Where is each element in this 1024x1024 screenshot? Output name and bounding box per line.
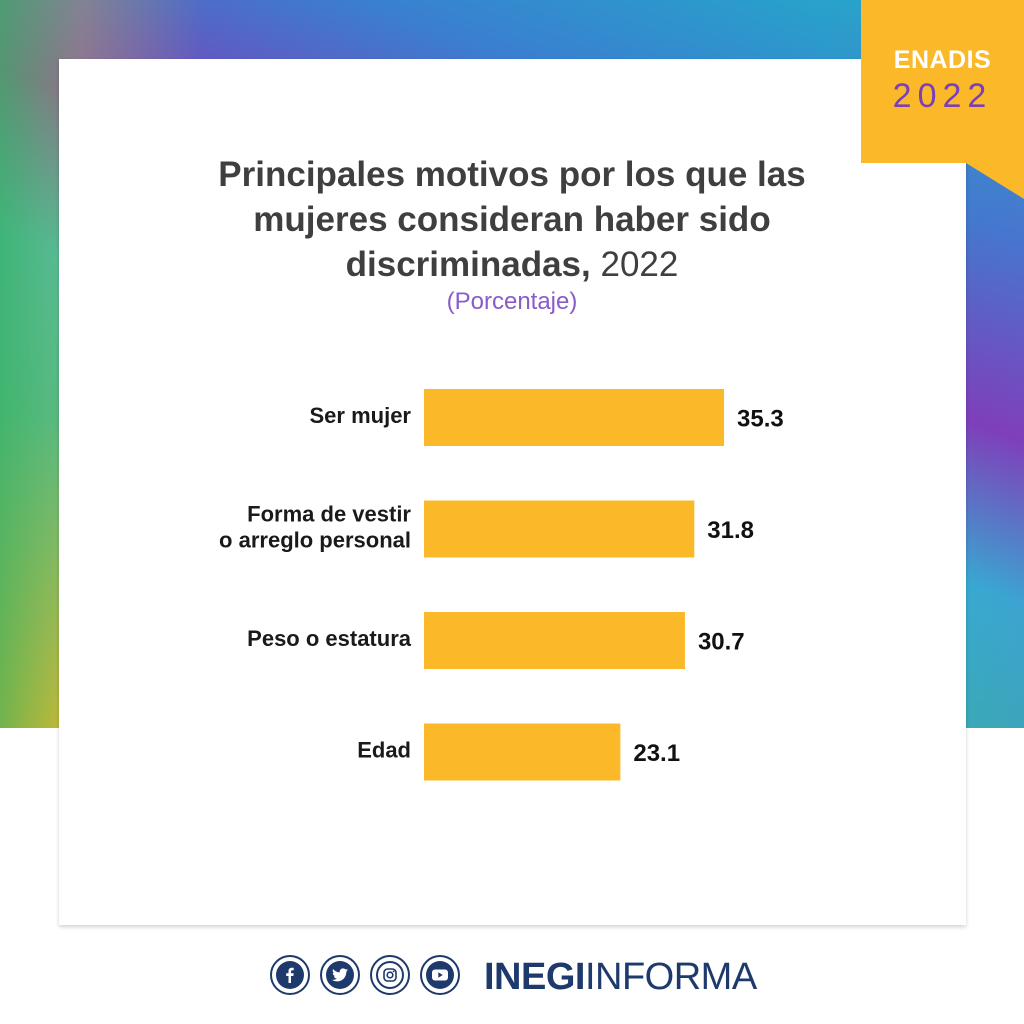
bar-3 — [424, 723, 621, 781]
category-label-0: Ser mujer — [310, 403, 412, 428]
facebook-icon[interactable] — [270, 955, 310, 995]
badge-year: 2022 — [892, 77, 993, 115]
twitter-icon[interactable] — [320, 955, 360, 995]
category-label-2: Peso o estatura — [247, 626, 412, 651]
category-label-3: Edad — [357, 738, 411, 763]
instagram-icon[interactable] — [370, 955, 410, 995]
brand-bold: INEGI — [484, 956, 585, 998]
value-label-2: 30.7 — [698, 629, 745, 656]
chart-title-year: 2022 — [600, 245, 679, 284]
brand-light: INFORMA — [584, 956, 757, 998]
bar-2 — [424, 612, 685, 669]
value-label-1: 31.8 — [707, 517, 754, 544]
bar-1 — [424, 500, 695, 558]
chart-title-main: Principales motivos por los que las muje… — [218, 155, 806, 284]
footer: INEGIINFORMA — [0, 955, 1024, 1000]
chart-subtitle: (Porcentaje) — [446, 288, 578, 315]
badge-name: ENADIS — [893, 46, 992, 74]
value-label-3: 23.1 — [633, 740, 680, 767]
content-card — [59, 59, 966, 925]
value-label-0: 35.3 — [737, 406, 784, 433]
enadis-badge: ENADIS 2022 — [861, 0, 1024, 163]
chart-title: Principales motivos por los que las muje… — [150, 152, 874, 287]
bar-0 — [424, 389, 725, 446]
badge-fold — [966, 163, 1024, 199]
inegi-informa-logo: INEGIINFORMA — [484, 955, 757, 999]
youtube-icon[interactable] — [420, 955, 460, 995]
category-label-1: Forma de vestir o arreglo personal — [219, 502, 411, 553]
